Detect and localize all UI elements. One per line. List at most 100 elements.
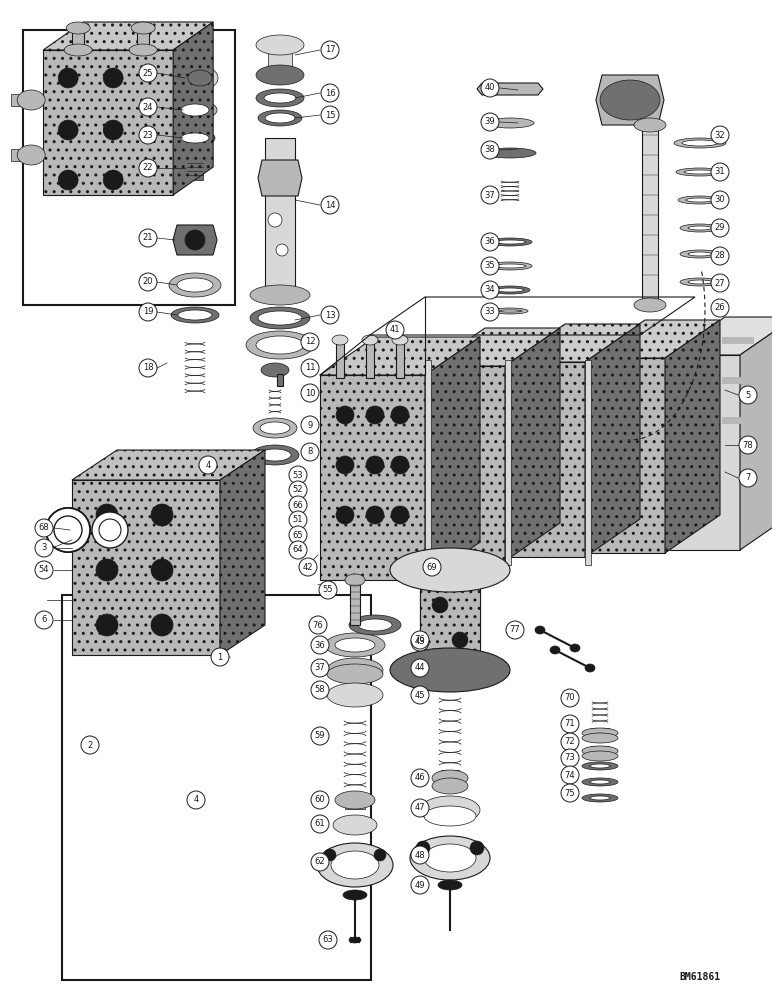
Circle shape — [711, 247, 729, 265]
Ellipse shape — [182, 66, 218, 90]
Ellipse shape — [258, 110, 302, 126]
Bar — [72, 28, 84, 50]
Circle shape — [336, 456, 354, 474]
Ellipse shape — [686, 198, 714, 202]
Bar — [366, 340, 374, 378]
Circle shape — [99, 519, 121, 541]
Text: 23: 23 — [143, 130, 154, 139]
Ellipse shape — [582, 733, 618, 743]
Circle shape — [697, 397, 713, 413]
Text: 17: 17 — [325, 45, 335, 54]
Ellipse shape — [66, 22, 90, 34]
Polygon shape — [425, 337, 480, 580]
Ellipse shape — [684, 170, 716, 174]
Ellipse shape — [256, 336, 304, 354]
Ellipse shape — [488, 262, 532, 270]
Ellipse shape — [680, 250, 720, 258]
Ellipse shape — [177, 278, 213, 292]
Ellipse shape — [550, 646, 560, 654]
Ellipse shape — [410, 836, 490, 880]
Ellipse shape — [590, 764, 610, 768]
Ellipse shape — [251, 445, 299, 465]
Text: 39: 39 — [485, 117, 496, 126]
Bar — [591, 746, 609, 756]
Circle shape — [411, 846, 429, 864]
Circle shape — [185, 230, 205, 250]
Text: 8: 8 — [307, 448, 313, 456]
Bar — [420, 570, 480, 670]
Ellipse shape — [264, 93, 296, 103]
Text: 4: 4 — [193, 796, 198, 804]
Text: 13: 13 — [325, 310, 335, 320]
Bar — [11, 94, 31, 106]
Ellipse shape — [582, 794, 618, 802]
Circle shape — [58, 68, 78, 88]
Ellipse shape — [327, 683, 383, 707]
Ellipse shape — [688, 226, 712, 230]
Bar — [350, 580, 360, 625]
Ellipse shape — [582, 762, 618, 770]
Ellipse shape — [17, 90, 45, 110]
Text: 63: 63 — [323, 936, 334, 944]
Ellipse shape — [634, 118, 666, 132]
Circle shape — [697, 497, 713, 513]
Circle shape — [96, 614, 118, 636]
Circle shape — [711, 191, 729, 209]
Ellipse shape — [317, 843, 393, 887]
Circle shape — [103, 68, 124, 88]
Ellipse shape — [17, 145, 45, 165]
Ellipse shape — [392, 335, 408, 345]
Text: 40: 40 — [485, 84, 496, 93]
Circle shape — [481, 79, 499, 97]
Ellipse shape — [590, 796, 610, 800]
Ellipse shape — [492, 308, 528, 314]
Text: 45: 45 — [415, 690, 425, 700]
Circle shape — [151, 559, 173, 581]
Circle shape — [35, 519, 53, 537]
Ellipse shape — [169, 273, 221, 297]
Text: 9: 9 — [307, 420, 313, 430]
Ellipse shape — [490, 286, 530, 294]
Ellipse shape — [680, 224, 720, 232]
Circle shape — [506, 621, 524, 639]
Circle shape — [481, 257, 499, 275]
Ellipse shape — [246, 331, 314, 359]
Circle shape — [54, 516, 82, 544]
Text: 53: 53 — [293, 471, 303, 480]
Ellipse shape — [173, 100, 217, 120]
Circle shape — [199, 456, 217, 474]
Circle shape — [457, 446, 477, 466]
Polygon shape — [590, 320, 720, 358]
Text: 22: 22 — [143, 163, 154, 172]
Circle shape — [617, 388, 637, 408]
Circle shape — [139, 273, 157, 291]
Text: 47: 47 — [415, 804, 425, 812]
Circle shape — [391, 506, 409, 524]
Text: 78: 78 — [743, 440, 753, 450]
Bar — [265, 138, 295, 295]
Text: 6: 6 — [42, 615, 46, 624]
Ellipse shape — [390, 548, 510, 592]
Polygon shape — [740, 317, 772, 550]
Text: 44: 44 — [415, 664, 425, 672]
Circle shape — [139, 229, 157, 247]
Circle shape — [336, 406, 354, 424]
Circle shape — [411, 633, 429, 651]
Circle shape — [311, 681, 329, 699]
Circle shape — [321, 196, 339, 214]
Ellipse shape — [570, 644, 580, 652]
Ellipse shape — [335, 791, 375, 809]
Circle shape — [311, 659, 329, 677]
Ellipse shape — [432, 778, 468, 794]
Polygon shape — [590, 358, 665, 553]
Circle shape — [319, 931, 337, 949]
Ellipse shape — [131, 22, 155, 34]
Text: 31: 31 — [715, 167, 726, 176]
Circle shape — [301, 384, 319, 402]
Bar — [435, 663, 465, 677]
Circle shape — [268, 213, 282, 227]
Ellipse shape — [327, 658, 383, 682]
Bar — [341, 662, 369, 674]
Ellipse shape — [265, 113, 295, 123]
Circle shape — [481, 233, 499, 251]
